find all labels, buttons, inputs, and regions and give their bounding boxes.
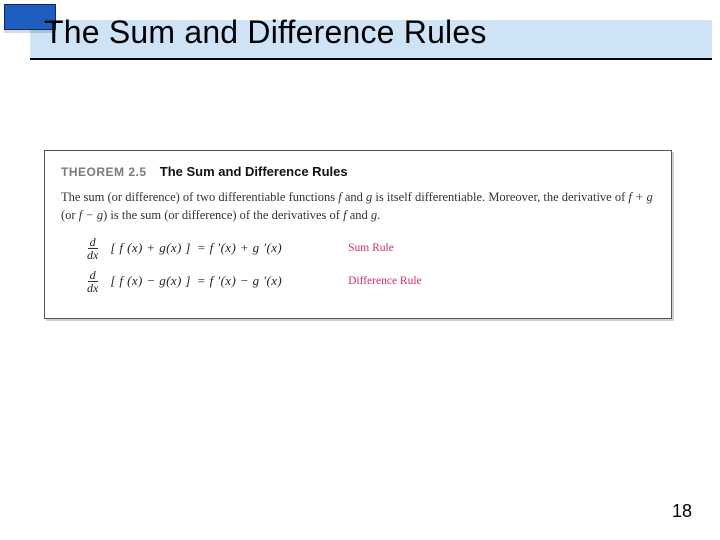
derivative-operator: d dx — [85, 269, 100, 294]
theorem-box: THEOREM 2.5 The Sum and Difference Rules… — [44, 150, 672, 319]
frac-den: dx — [85, 282, 100, 294]
sum-eq-rhs: = f ′(x) + g ′(x) — [197, 239, 282, 258]
body-text: and — [342, 190, 366, 204]
slide-title: The Sum and Difference Rules — [44, 14, 487, 51]
theorem-title: The Sum and Difference Rules — [160, 164, 348, 179]
body-text: and — [347, 208, 371, 222]
body-text: . — [377, 208, 380, 222]
fn-fmg: f − g — [79, 208, 103, 222]
body-text: ) is the sum (or difference) of the deri… — [103, 208, 343, 222]
theorem-label: THEOREM 2.5 — [61, 165, 147, 179]
diff-eq-lhs: [ f (x) − g(x) ] — [110, 272, 191, 291]
header-region: The Sum and Difference Rules — [0, 0, 720, 64]
derivative-operator: d dx — [85, 236, 100, 261]
body-text: The sum (or difference) of two different… — [61, 190, 338, 204]
sum-rule-label: Sum Rule — [348, 240, 394, 257]
frac-den: dx — [85, 249, 100, 261]
theorem-body: The sum (or difference) of two different… — [61, 188, 655, 224]
difference-rule-label: Difference Rule — [348, 273, 422, 290]
diff-eq-rhs: = f ′(x) − g ′(x) — [197, 272, 282, 291]
sum-rule-equation: d dx [ f (x) + g(x) ] = f ′(x) + g ′(x) … — [85, 236, 655, 261]
sum-eq-lhs: [ f (x) + g(x) ] — [110, 239, 191, 258]
body-text: is itself differentiable. Moreover, the … — [372, 190, 628, 204]
fn-fpg: f + g — [628, 190, 652, 204]
page-number: 18 — [672, 501, 692, 522]
body-text: (or — [61, 208, 79, 222]
difference-rule-equation: d dx [ f (x) − g(x) ] = f ′(x) − g ′(x) … — [85, 269, 655, 294]
theorem-heading: THEOREM 2.5 The Sum and Difference Rules — [61, 163, 655, 182]
